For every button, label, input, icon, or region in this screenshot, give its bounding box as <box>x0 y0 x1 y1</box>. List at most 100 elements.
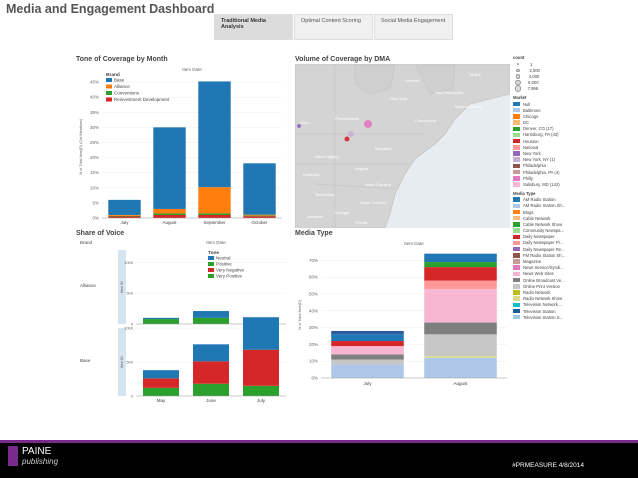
media-bar-segment[interactable] <box>424 267 497 281</box>
share-bar-segment[interactable] <box>193 383 229 396</box>
media-bar-segment[interactable] <box>331 330 404 335</box>
media-legend-row[interactable]: Online Broadcast Ve... <box>513 277 593 283</box>
share-bar-segment[interactable] <box>193 361 229 384</box>
map-point-new-york[interactable] <box>364 120 372 128</box>
tone-bar-segment[interactable] <box>243 214 276 216</box>
tone-bar-segment[interactable] <box>108 215 141 217</box>
tone-legend-swatch <box>106 84 112 89</box>
media-legend-row[interactable]: Daily Newspaper Pl... <box>513 240 593 246</box>
share-bar-segment[interactable] <box>243 349 279 386</box>
market-legend-row[interactable]: Philadelphia <box>513 163 593 169</box>
media-legend-row[interactable]: Blogs <box>513 209 593 215</box>
media-legend-row[interactable]: FM Radio Station Sh... <box>513 252 593 258</box>
tab-traditional-media[interactable]: Traditional Media Analysis <box>214 14 293 40</box>
share-bar-segment[interactable] <box>143 370 179 379</box>
tab-social-media[interactable]: Social Media Engagement <box>374 14 453 40</box>
share-bar-segment[interactable] <box>193 311 229 318</box>
share-bar-segment[interactable] <box>143 387 179 396</box>
media-legend-row[interactable]: Cable Network Show <box>513 221 593 227</box>
tone-bar-segment[interactable] <box>153 213 186 215</box>
market-legend-row[interactable]: Baltimore <box>513 107 593 113</box>
media-legend-row[interactable]: Radio Network <box>513 289 593 295</box>
share-bar-segment[interactable] <box>143 317 179 320</box>
map-region-label: New Hampshire <box>435 90 464 95</box>
media-bar-segment[interactable] <box>424 334 497 357</box>
media-legend-row[interactable]: Television Station S... <box>513 314 593 320</box>
share-bar-segment[interactable] <box>143 378 179 388</box>
tone-ytick: 30% <box>90 125 99 130</box>
market-legend-row[interactable]: Chicago <box>513 113 593 119</box>
media-legend-row[interactable]: AM Radio Station <box>513 197 593 203</box>
market-legend-row[interactable]: Salisbury, MD (142) <box>513 181 593 187</box>
media-legend-row[interactable]: Community Newspa... <box>513 228 593 234</box>
tone-bar-segment[interactable] <box>243 163 276 215</box>
media-bar-segment[interactable] <box>424 262 497 268</box>
media-bar-segment[interactable] <box>424 280 497 289</box>
tone-bar-segment[interactable] <box>198 187 231 214</box>
tone-bar-segment[interactable] <box>198 214 231 218</box>
share-bar-segment[interactable] <box>243 319 279 350</box>
media-legend-row[interactable]: News Service/Syndi... <box>513 265 593 271</box>
media-legend-row[interactable]: Radio Network Show <box>513 296 593 302</box>
media-legend-row[interactable]: Daily Newspaper Re... <box>513 246 593 252</box>
media-legend-row[interactable]: Magazine <box>513 258 593 264</box>
tone-bar-segment[interactable] <box>153 214 186 218</box>
tone-bar-segment[interactable] <box>198 213 231 215</box>
media-bar-segment[interactable] <box>331 359 404 365</box>
media-bar-segment[interactable] <box>331 354 404 360</box>
share-bar-segment[interactable] <box>243 385 279 396</box>
media-legend-row[interactable]: News Web Sites <box>513 271 593 277</box>
media-legend-row[interactable]: AM Radio Station Sh... <box>513 203 593 209</box>
media-legend-label: Television Station <box>523 308 556 314</box>
media-legend-row[interactable]: Online Print Version <box>513 283 593 289</box>
tone-bar-segment[interactable] <box>243 215 276 217</box>
tone-bar-segment[interactable] <box>108 216 141 218</box>
market-legend-row[interactable]: Null <box>513 101 593 107</box>
media-bar-segment[interactable] <box>424 288 497 323</box>
tone-bar-segment[interactable] <box>198 81 231 188</box>
market-legend-row[interactable]: Harrisburg, PA (43) <box>513 132 593 138</box>
side-legend: count 1 2,000 4,000 6,000 7,995 Market Null B… <box>513 52 593 320</box>
media-legend-title: Media Type <box>513 190 536 196</box>
media-bar-segment[interactable] <box>331 364 404 378</box>
market-legend-row[interactable]: New York, NY (1) <box>513 157 593 163</box>
market-legend-row[interactable]: Denver, CO (17) <box>513 126 593 132</box>
market-legend-row[interactable]: National <box>513 144 593 150</box>
share-ytick: 500 <box>126 291 133 296</box>
market-legend-row[interactable]: Houston <box>513 138 593 144</box>
share-bar-segment[interactable] <box>143 319 179 324</box>
tone-bar-segment[interactable] <box>108 214 141 216</box>
tone-ytick: 20% <box>90 155 99 160</box>
tone-legend-swatch <box>106 97 112 102</box>
map-point-philadelphia[interactable] <box>348 131 354 137</box>
media-legend-row[interactable]: Television Network ... <box>513 302 593 308</box>
market-legend-swatch <box>513 157 520 162</box>
media-bar-segment[interactable] <box>331 341 404 347</box>
market-legend-row[interactable]: DC <box>513 120 593 126</box>
map-point-west[interactable] <box>297 124 301 128</box>
media-bar-segment[interactable] <box>424 322 497 335</box>
media-legend-label: News Service/Syndi... <box>523 265 564 271</box>
market-legend-row[interactable]: Philly <box>513 175 593 181</box>
media-bar-segment[interactable] <box>424 357 497 378</box>
tone-bar-segment[interactable] <box>108 199 141 215</box>
media-bar-segment[interactable] <box>331 346 404 355</box>
tone-bar-segment[interactable] <box>153 208 186 214</box>
map-point-baltimore[interactable] <box>344 136 350 142</box>
market-legend-row[interactable]: Philadelphia, PA (4) <box>513 169 593 175</box>
media-legend-row[interactable]: Daily Newspaper <box>513 234 593 240</box>
media-legend-row[interactable]: Cable Network <box>513 215 593 221</box>
media-bar-segment[interactable] <box>424 356 497 358</box>
market-legend-row[interactable]: New York <box>513 150 593 156</box>
share-bar-segment[interactable] <box>193 317 229 324</box>
market-legend-swatch <box>513 107 520 113</box>
tone-bar-segment[interactable] <box>243 216 276 218</box>
share-bar-segment[interactable] <box>193 344 229 362</box>
share-xtick: June <box>206 398 216 403</box>
share-bar-segment[interactable] <box>243 317 279 321</box>
tab-optimal-content[interactable]: Optimal Content Scoring <box>294 14 373 40</box>
media-bar-segment[interactable] <box>331 334 404 342</box>
tone-bar-segment[interactable] <box>153 127 186 209</box>
media-bar-segment[interactable] <box>424 253 497 263</box>
media-legend-row[interactable]: Television Station <box>513 308 593 314</box>
